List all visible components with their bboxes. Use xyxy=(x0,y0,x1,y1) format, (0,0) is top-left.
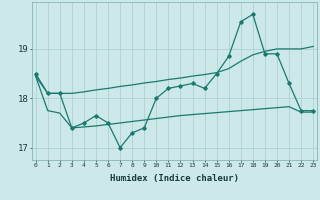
X-axis label: Humidex (Indice chaleur): Humidex (Indice chaleur) xyxy=(110,174,239,183)
